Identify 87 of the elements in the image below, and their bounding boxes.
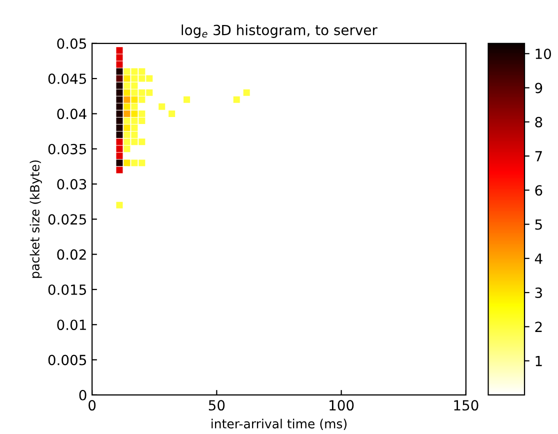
point	[131, 82, 138, 89]
point	[124, 160, 130, 166]
color-bar-label: 2	[535, 322, 542, 332]
point	[116, 68, 123, 75]
point	[138, 96, 146, 103]
point	[131, 110, 138, 117]
point	[116, 152, 123, 160]
point	[138, 110, 146, 117]
x-tick-label: 50	[208, 400, 225, 411]
x-tick-label: 0	[88, 400, 96, 411]
point	[131, 117, 138, 124]
point	[124, 103, 130, 110]
point	[131, 75, 138, 82]
color-bar-label: 1	[536, 356, 542, 366]
chart-title: log$_{e}$ 3D histogram, to server	[182, 24, 378, 38]
point	[124, 75, 130, 82]
x-tick-label: 150	[454, 400, 478, 411]
point	[124, 117, 130, 124]
y-tick-label: 0.035	[48, 144, 86, 154]
point	[168, 110, 176, 117]
y-tick-label: 0.03	[57, 178, 86, 190]
point	[116, 82, 123, 89]
point	[131, 103, 138, 110]
point	[116, 146, 123, 152]
point	[138, 89, 146, 96]
point	[116, 103, 123, 110]
point	[138, 75, 146, 82]
point	[131, 96, 138, 103]
y-tick-label: 0.05	[57, 38, 86, 49]
color-bar-label: 3	[535, 288, 542, 298]
y-tick-label: 0	[79, 390, 86, 400]
x-tick-label: 100	[330, 400, 354, 411]
point	[131, 160, 138, 166]
point	[158, 103, 166, 110]
color-bar-label: 6	[535, 185, 542, 196]
point	[116, 89, 123, 96]
point	[124, 110, 130, 117]
point	[124, 89, 130, 96]
point	[116, 132, 123, 138]
point	[116, 160, 123, 166]
point	[124, 132, 130, 138]
point	[131, 89, 138, 96]
point	[131, 132, 138, 138]
y-tick-label: 0.025	[48, 214, 86, 225]
point	[124, 96, 130, 103]
color-bar-label: 10	[536, 48, 551, 60]
point	[124, 124, 130, 132]
x-axis-title: inter-arrival time (ms)	[212, 418, 347, 430]
point	[124, 138, 130, 146]
point	[116, 124, 123, 132]
y-tick-label: 0.015	[48, 284, 86, 295]
color-bar-label: 7	[535, 151, 542, 162]
y-tick-label: 0.045	[48, 74, 86, 84]
point	[138, 68, 146, 75]
point	[124, 82, 130, 89]
point	[116, 61, 123, 68]
y-tick-label: 0.02	[57, 249, 86, 260]
point	[243, 89, 250, 96]
point	[146, 75, 153, 82]
color-bar-label: 8	[535, 116, 542, 128]
point	[138, 138, 146, 146]
point	[116, 54, 123, 61]
color-bar-label: 5	[535, 219, 542, 230]
point	[116, 96, 123, 103]
point	[233, 96, 240, 103]
point	[116, 117, 123, 124]
point	[131, 68, 138, 75]
point	[116, 166, 123, 174]
y-tick-label: 0.005	[48, 354, 86, 366]
point	[124, 68, 130, 75]
point	[184, 96, 190, 103]
color-bar-label: 4	[534, 254, 542, 264]
y-tick-label: 0.04	[57, 108, 86, 120]
y-axis-title: packet size (kByte)	[30, 160, 42, 278]
point	[116, 75, 123, 82]
point	[116, 47, 123, 54]
point	[116, 110, 123, 117]
point	[124, 146, 130, 152]
y-tick-label: 0.01	[57, 320, 86, 330]
color-bar-label: 9	[535, 82, 542, 94]
point	[116, 138, 123, 146]
point	[116, 202, 123, 208]
point	[138, 117, 146, 124]
point	[131, 138, 138, 146]
point	[146, 89, 153, 96]
point	[131, 124, 138, 132]
point	[138, 160, 146, 166]
